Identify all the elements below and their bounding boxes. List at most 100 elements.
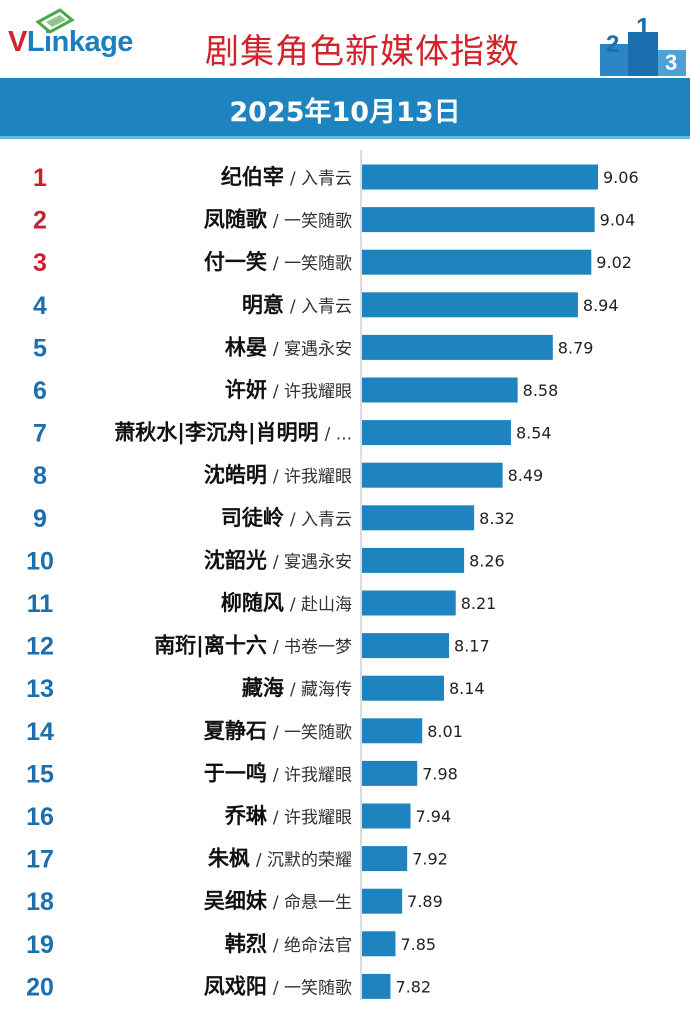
- bar-value-label: 8.21: [461, 594, 497, 613]
- bar: [362, 633, 450, 659]
- character-name: 韩烈: [225, 932, 267, 956]
- bar-category-label: 于一鸣 / 许我耀眼: [204, 761, 352, 785]
- character-name: 凤随歌: [204, 208, 268, 232]
- character-name: 藏海: [242, 676, 284, 700]
- drama-name: / 许我耀眼: [273, 467, 352, 487]
- drama-name: / 宴遇永安: [273, 552, 352, 572]
- bar-value-label: 8.49: [508, 466, 544, 485]
- bar-value-label: 7.85: [400, 935, 436, 954]
- podium-digit-3: 3: [665, 50, 677, 75]
- chart-title: 剧集角色新媒体指数: [205, 32, 520, 72]
- logo-text: Linkage: [26, 26, 134, 58]
- drama-name: / 入青云: [290, 510, 352, 530]
- rank-label: 11: [27, 590, 54, 618]
- character-name: 沈皓明: [204, 463, 267, 487]
- bar-category-label: 纪伯宰 / 入青云: [221, 165, 352, 189]
- character-name: 沈韶光: [204, 548, 267, 572]
- rank-label: 17: [26, 846, 54, 874]
- bar-category-label: 付一笑 / 一笑随歌: [204, 250, 352, 274]
- bar-category-label: 凤随歌 / 一笑随歌: [204, 208, 352, 232]
- bar-value-label: 8.01: [427, 722, 463, 741]
- podium-icon: 2 1 3: [600, 12, 686, 76]
- bar-category-label: 沈韶光 / 宴遇永安: [204, 548, 352, 572]
- drama-name: / 命悬一生: [273, 893, 352, 913]
- rank-label: 4: [33, 292, 47, 320]
- drama-name: / 宴遇永安: [273, 339, 352, 359]
- bar-category-label: 朱枫 / 沉默的荣耀: [208, 847, 352, 871]
- rank-label: 6: [33, 377, 47, 405]
- bar-value-label: 8.58: [523, 381, 559, 400]
- drama-name: / 一笑随歌: [273, 723, 352, 743]
- bar: [362, 590, 456, 616]
- bar-category-label: 凤戏阳 / 一笑随歌: [204, 974, 352, 998]
- drama-name: / 入青云: [290, 297, 352, 317]
- bar-category-label: 乔琳 / 许我耀眼: [224, 804, 352, 828]
- bar: [362, 846, 408, 872]
- rank-label: 3: [33, 249, 47, 277]
- rank-label: 9: [33, 505, 47, 533]
- rank-label: 1: [33, 164, 47, 192]
- character-name: 乔琳: [224, 804, 268, 828]
- bar-value-label: 7.89: [407, 892, 443, 911]
- bar-category-label: 吴细妹 / 命悬一生: [204, 889, 352, 913]
- rank-label: 19: [26, 931, 54, 959]
- drama-name: / 一笑随歌: [273, 212, 352, 232]
- rank-label: 13: [26, 675, 54, 703]
- rank-label: 10: [26, 547, 54, 575]
- rank-label: 7: [33, 420, 47, 448]
- drama-name: / 许我耀眼: [273, 808, 352, 828]
- bar-category-label: 藏海 / 藏海传: [242, 676, 352, 700]
- bar-value-label: 8.54: [516, 424, 552, 443]
- bar-category-label: 韩烈 / 绝命法官: [225, 932, 352, 956]
- bar-value-label: 9.02: [596, 253, 632, 272]
- bar-category-label: 司徒岭 / 入青云: [221, 506, 352, 530]
- bar-category-label: 明意 / 入青云: [242, 293, 352, 317]
- podium-digit-1: 1: [636, 12, 650, 42]
- rank-label: 2: [33, 207, 47, 235]
- bar-value-label: 8.94: [583, 296, 619, 315]
- bar: [362, 675, 445, 701]
- character-name: 许妍: [225, 378, 267, 402]
- bar-category-label: 夏静石 / 一笑随歌: [204, 719, 352, 743]
- bar: [362, 931, 396, 957]
- bar: [362, 420, 511, 446]
- rank-label: 14: [26, 718, 54, 746]
- bar-category-label: 林晏 / 宴遇永安: [225, 335, 352, 359]
- drama-name: / 沉默的荣耀: [256, 851, 352, 871]
- bar: [362, 207, 595, 233]
- bar-value-label: 8.14: [449, 679, 485, 698]
- rank-label: 5: [33, 334, 47, 362]
- bar: [362, 505, 475, 531]
- drama-name: / 许我耀眼: [273, 765, 352, 785]
- bar: [362, 803, 411, 829]
- character-name: 付一笑: [204, 250, 267, 274]
- character-name: 于一鸣: [204, 761, 267, 785]
- bar: [362, 462, 503, 488]
- drama-name: / 藏海传: [290, 680, 352, 700]
- bar: [362, 888, 403, 914]
- bar-value-label: 8.17: [454, 637, 490, 656]
- character-name: 南珩|离十六: [154, 634, 267, 659]
- bar-category-label: 萧秋水|李沉舟|肖明明 / ...: [114, 421, 352, 446]
- character-name: 明意: [242, 293, 284, 317]
- bar-value-label: 9.06: [603, 168, 639, 187]
- bar-category-label: 沈皓明 / 许我耀眼: [204, 463, 352, 487]
- drama-name: / 绝命法官: [273, 936, 352, 956]
- character-name: 司徒岭: [221, 506, 284, 530]
- bar: [362, 377, 518, 403]
- bar-value-label: 7.94: [416, 807, 452, 826]
- bar-value-label: 8.26: [469, 551, 505, 570]
- bar: [362, 292, 578, 318]
- character-name: 柳随风: [221, 591, 284, 615]
- drama-name: / 许我耀眼: [273, 382, 352, 402]
- bar-category-label: 柳随风 / 赴山海: [221, 591, 352, 615]
- drama-name: / 赴山海: [290, 595, 352, 615]
- character-name: 纪伯宰: [221, 165, 284, 189]
- bar: [362, 760, 418, 786]
- drama-name: / 一笑随歌: [273, 254, 352, 274]
- rank-label: 12: [26, 633, 54, 661]
- chart-date: 2025年10月13日: [229, 97, 461, 128]
- logo-v: V: [8, 26, 27, 58]
- logo-mark-icon: [35, 8, 75, 34]
